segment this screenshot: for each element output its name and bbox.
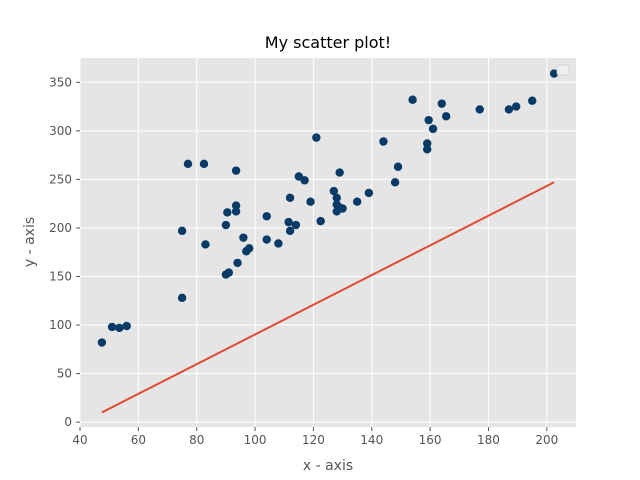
scatter-point xyxy=(364,188,374,198)
scatter-point xyxy=(329,186,339,196)
y-tick-label: 250 xyxy=(49,172,72,186)
scatter-point xyxy=(428,124,438,134)
scatter-point xyxy=(231,201,241,210)
scatter-point xyxy=(221,220,231,230)
y-tick-label: 350 xyxy=(49,75,72,89)
scatter-point xyxy=(475,105,484,114)
scatter-point xyxy=(245,244,254,253)
scatter-point xyxy=(379,137,388,146)
scatter-point xyxy=(262,212,271,221)
scatter-point xyxy=(306,197,315,206)
x-tick-label: 120 xyxy=(302,433,325,447)
scatter-point xyxy=(511,102,521,111)
scatter-point xyxy=(223,208,232,217)
scatter-point xyxy=(285,226,295,236)
plot-area xyxy=(80,58,576,427)
legend xyxy=(556,64,570,76)
scatter-point xyxy=(441,112,451,121)
scatter-point xyxy=(122,321,131,331)
x-axis-label: x - axis xyxy=(303,458,353,474)
y-tick-label: 200 xyxy=(49,221,72,235)
scatter-point xyxy=(107,322,117,332)
scatter-point xyxy=(408,95,417,104)
scatter-point xyxy=(284,217,293,227)
scatter-point xyxy=(262,235,271,244)
y-tick-label: 100 xyxy=(49,318,72,332)
scatter-point xyxy=(312,133,321,142)
scatter-point xyxy=(338,204,347,213)
scatter-point xyxy=(300,176,309,185)
scatter-point xyxy=(183,159,193,169)
scatter-point xyxy=(115,323,124,333)
scatter-point xyxy=(437,99,446,108)
scatter-point xyxy=(239,233,248,242)
x-tick-label: 80 xyxy=(189,433,204,447)
scatter-point xyxy=(231,207,241,216)
scatter-point xyxy=(316,216,325,226)
y-axis-ticks: 0 50 100 150 200 250 300 350 xyxy=(49,75,80,429)
scatter-point xyxy=(291,220,301,230)
scatter-point xyxy=(274,239,283,248)
scatter-point xyxy=(97,338,107,347)
scatter-point xyxy=(201,240,210,249)
scatter-point xyxy=(224,268,233,277)
x-tick-label: 160 xyxy=(419,433,442,447)
chart-title: My scatter plot! xyxy=(265,33,391,52)
x-tick-label: 180 xyxy=(477,433,500,447)
scatter-point xyxy=(231,166,241,175)
x-tick-label: 100 xyxy=(244,433,267,447)
scatter-point xyxy=(423,139,432,148)
scatter-point xyxy=(199,159,209,169)
scatter-point xyxy=(332,193,341,203)
grid-lines xyxy=(79,58,576,427)
scatter-point xyxy=(423,145,432,154)
trend-line-series xyxy=(101,181,555,414)
x-tick-label: 200 xyxy=(535,433,558,447)
scatter-points-series xyxy=(97,69,559,347)
scatter-point xyxy=(177,226,187,236)
x-axis-ticks: 40 60 80 100 120 140 160 180 200 xyxy=(72,427,558,447)
scatter-point xyxy=(177,293,187,303)
y-tick-label: 150 xyxy=(49,269,72,283)
scatter-point xyxy=(390,178,400,187)
scatter-point xyxy=(393,162,403,171)
scatter-point xyxy=(352,197,362,206)
scatter-point xyxy=(335,168,344,177)
scatter-point xyxy=(233,258,242,268)
x-tick-label: 60 xyxy=(131,433,146,447)
y-tick-label: 300 xyxy=(49,124,72,138)
y-axis-label: y - axis xyxy=(22,217,38,267)
scatter-point xyxy=(528,96,537,105)
y-tick-label: 0 xyxy=(64,415,72,429)
scatter-point xyxy=(424,115,433,125)
scatter-point xyxy=(504,105,514,114)
x-tick-label: 40 xyxy=(72,433,87,447)
scatter-point xyxy=(285,193,295,203)
trend-line xyxy=(101,181,555,414)
scatter-point xyxy=(549,69,559,78)
y-tick-label: 50 xyxy=(57,367,72,381)
x-tick-label: 140 xyxy=(360,433,383,447)
